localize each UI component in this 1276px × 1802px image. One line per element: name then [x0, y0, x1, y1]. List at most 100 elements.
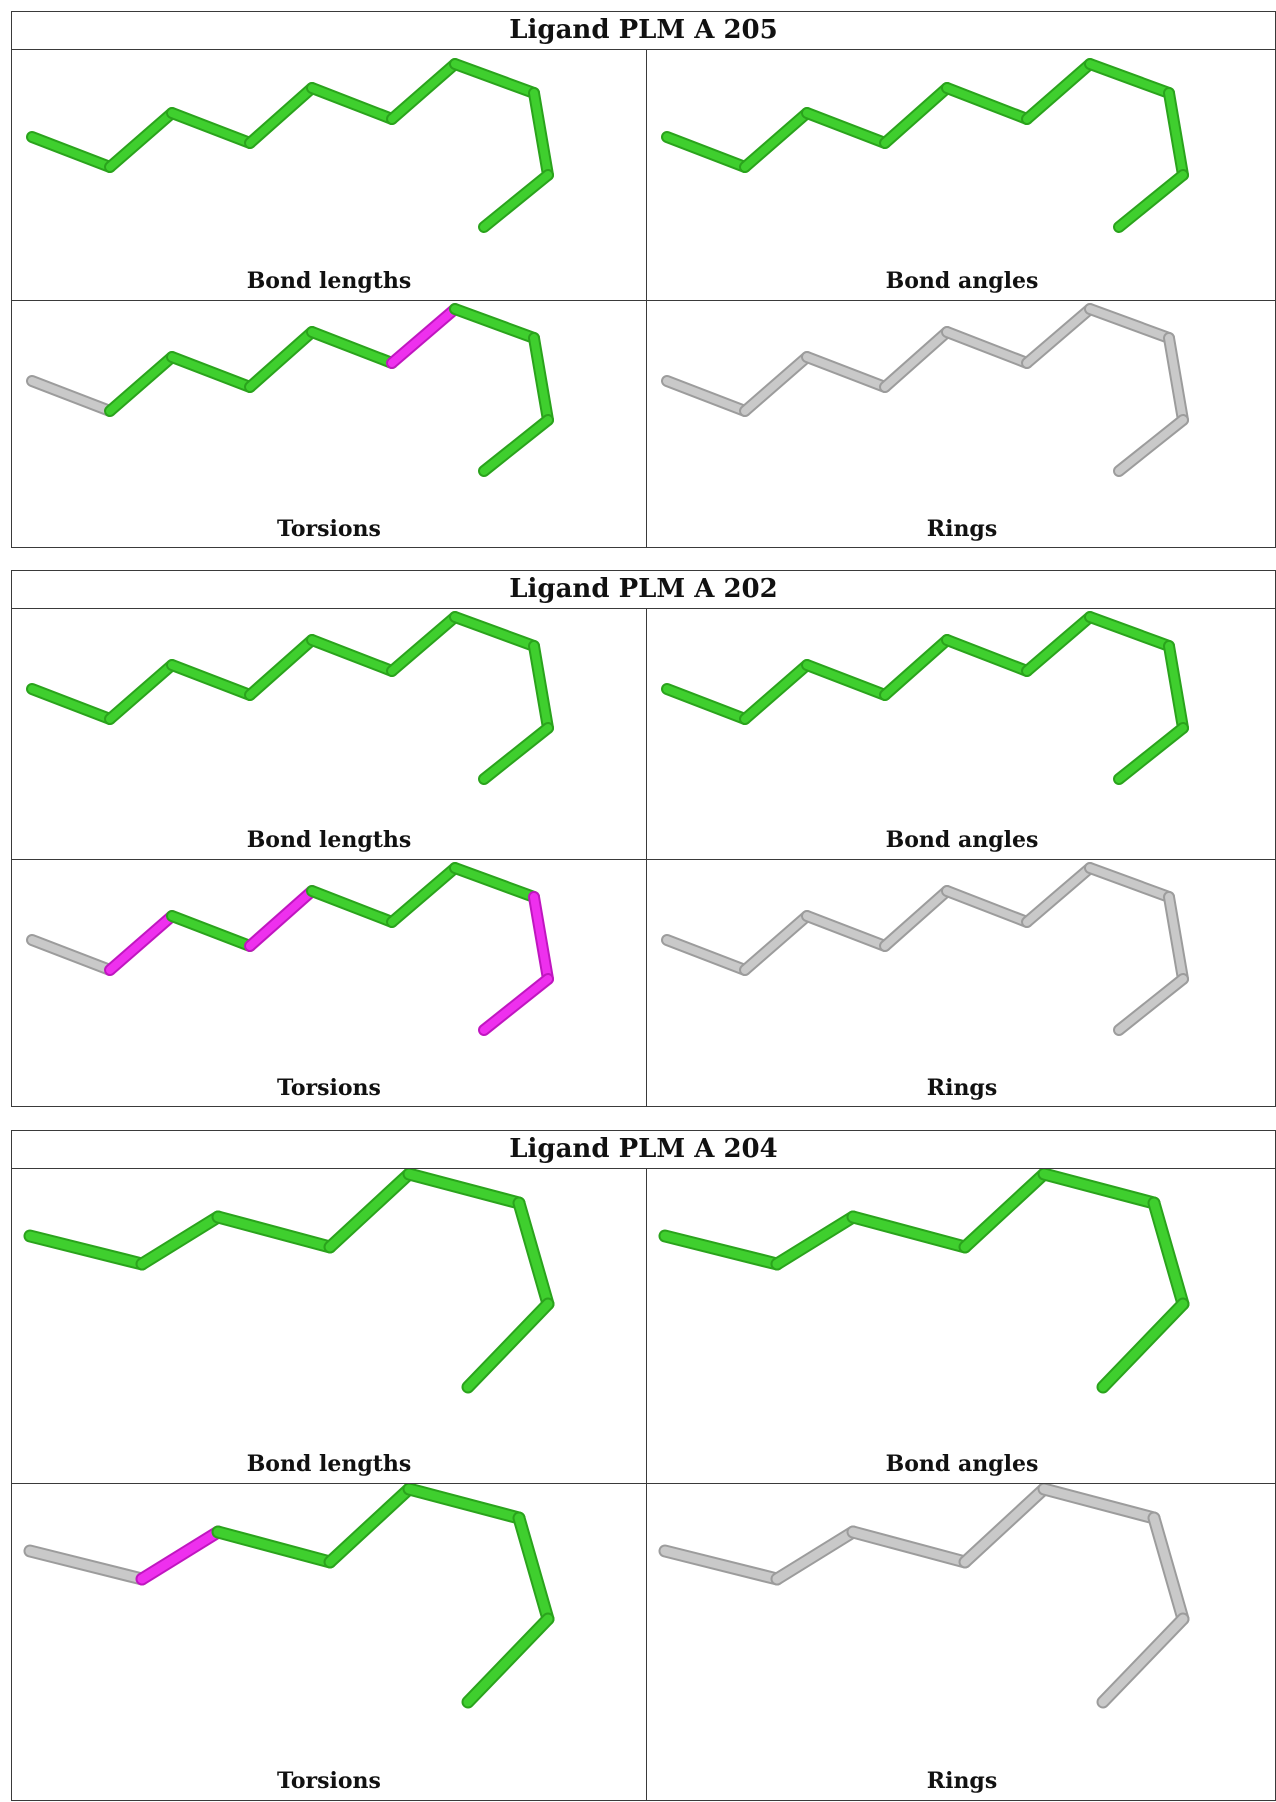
bond-neutral [1163, 332, 1189, 426]
bond-fill [530, 893, 552, 983]
bond-ok [449, 611, 540, 652]
bond-ok [658, 1229, 784, 1271]
bond-ok [1163, 87, 1189, 181]
bond-fill [943, 328, 1031, 367]
bond-ok [478, 414, 554, 477]
bond-outlier [528, 891, 554, 985]
bond-ok [478, 169, 554, 233]
bond-neutral [739, 910, 813, 976]
bond-fill [1115, 171, 1187, 231]
bond-neutral [1163, 891, 1189, 985]
bond-fill [168, 661, 254, 699]
bond-fill [663, 685, 749, 723]
bond-ok [104, 659, 178, 725]
bond-fill [106, 912, 176, 974]
cell-label: Bond lengths [246, 827, 412, 853]
bond-neutral [941, 326, 1033, 369]
cell-label: Bond lengths [246, 1451, 412, 1477]
bond-fill [1086, 864, 1173, 901]
bond-fill [451, 613, 538, 650]
bond-fill [881, 887, 951, 950]
bond-fill [1086, 305, 1173, 342]
cell-torsions: Torsions [12, 301, 646, 549]
cell-torsions: Torsions [12, 860, 646, 1108]
bond-neutral [941, 885, 1033, 928]
bond-fill [463, 1614, 553, 1707]
bond-fill [28, 685, 114, 723]
bond-neutral [26, 375, 116, 417]
bond-ok [166, 659, 256, 701]
bond-fill [388, 305, 459, 367]
bond-neutral [1147, 1511, 1190, 1626]
bond-fill [1115, 724, 1187, 783]
ligand-panel: Ligand PLM A 202 Bond lengths Bond angle… [11, 570, 1276, 1107]
bond-fill [168, 353, 254, 391]
cell-label: Bond angles [885, 827, 1039, 853]
bond-outlier [478, 973, 554, 1036]
bond-ok [323, 1169, 416, 1254]
bond-neutral [770, 1525, 860, 1586]
bond-ok [958, 1169, 1051, 1254]
bond-fill [1023, 60, 1094, 123]
divider [12, 859, 1275, 860]
bond-fill [660, 1546, 782, 1584]
bond-neutral [1021, 862, 1096, 928]
bond-fill [1086, 60, 1173, 97]
bond-neutral [1096, 1612, 1190, 1709]
panel-title: Ligand PLM A 205 [509, 15, 778, 45]
cell-label: Rings [926, 1075, 998, 1101]
bond-ok [166, 107, 256, 149]
bond-fill [803, 661, 889, 699]
bond-fill [325, 1484, 414, 1567]
bond-fill [480, 975, 552, 1034]
cell-label: Rings [926, 1768, 998, 1794]
bond-neutral [1084, 303, 1175, 344]
bond-fill [960, 1484, 1049, 1567]
cell-torsions: Torsions [12, 1484, 646, 1802]
bond-neutral [658, 1544, 784, 1586]
cell-bond-angles: Bond angles [647, 50, 1276, 300]
bond-neutral [879, 326, 953, 393]
bond-fill [137, 1212, 223, 1269]
divider [646, 609, 647, 1106]
bond-fill [25, 1231, 147, 1269]
cell-bond-lengths: Bond lengths [12, 50, 646, 300]
bond-fill [388, 613, 459, 675]
bond-fill [803, 353, 889, 391]
bond-ok [166, 910, 256, 952]
bond-fill [25, 1546, 147, 1584]
cell-label: Rings [926, 516, 998, 542]
bond-fill [772, 1527, 858, 1584]
bond-outlier [104, 910, 178, 976]
bond-fill [106, 661, 176, 723]
molecule-structure [26, 611, 554, 785]
bond-fill [943, 636, 1031, 675]
bond-ok [661, 131, 751, 173]
cell-label: Torsions [277, 1075, 381, 1101]
cell-label: Torsions [277, 516, 381, 542]
bond-fill [463, 1299, 553, 1392]
bond-ok [306, 885, 398, 928]
bond-fill [308, 328, 396, 367]
bond-ok [1147, 1196, 1190, 1311]
cell-bond-lengths: Bond lengths [12, 1169, 646, 1483]
bond-ok [26, 131, 116, 173]
bond-neutral [801, 910, 891, 952]
bond-fill [1039, 1169, 1159, 1208]
molecule-structure [661, 303, 1189, 477]
bond-fill [28, 133, 114, 171]
bond-fill [404, 1169, 524, 1208]
bond-fill [741, 661, 811, 723]
bond-fill [1115, 975, 1187, 1034]
bond-fill [530, 334, 552, 424]
bond-fill [308, 887, 396, 926]
bond-ok [801, 107, 891, 149]
bond-neutral [26, 934, 116, 976]
bond-fill [663, 936, 749, 974]
bond-fill [308, 84, 396, 123]
bond-ok [104, 107, 178, 173]
bond-fill [246, 636, 316, 699]
bond-ok [739, 659, 813, 725]
cell-bond-angles: Bond angles [647, 609, 1276, 859]
molecule-structure [26, 303, 554, 477]
